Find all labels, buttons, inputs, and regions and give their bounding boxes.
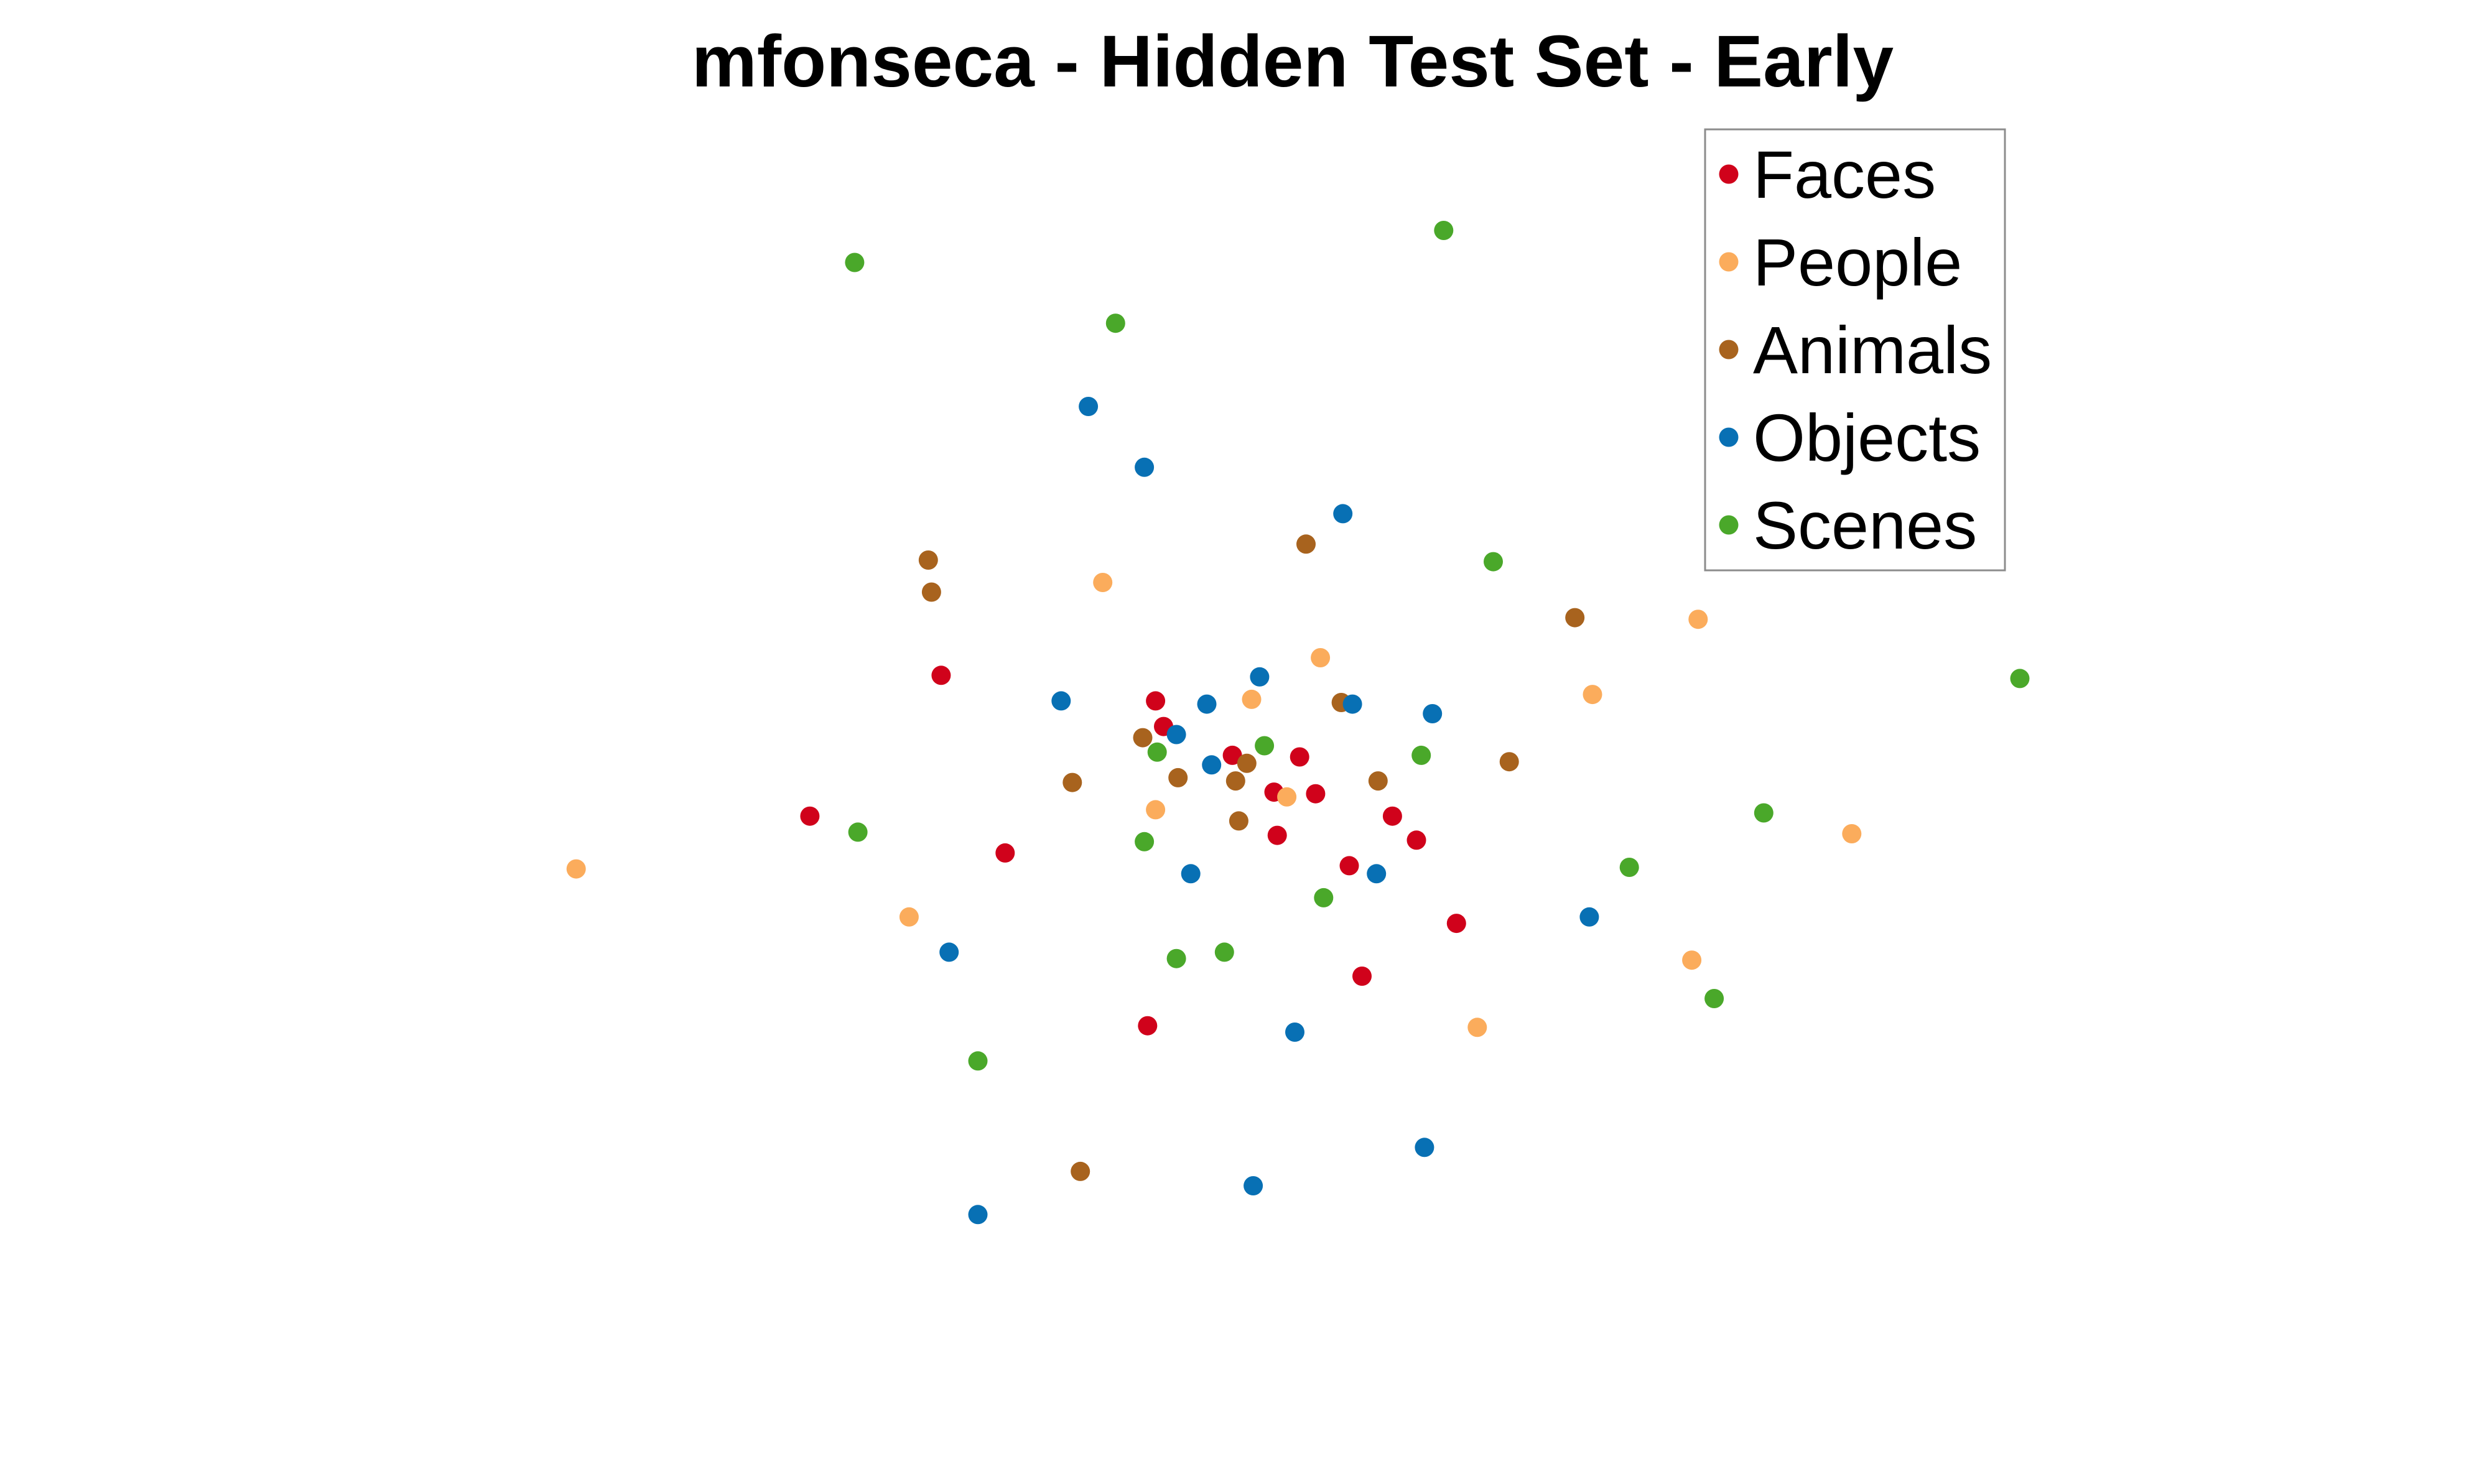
point-faces-4 [1222, 745, 1242, 765]
point-objects-16 [1415, 1138, 1434, 1157]
point-animals-12 [1499, 752, 1519, 772]
point-faces-2 [1146, 691, 1166, 711]
point-animals-6 [1133, 728, 1153, 748]
legend-label-scenes: Scenes [1753, 488, 1977, 563]
legend-marker-objects [1719, 427, 1739, 447]
point-scenes-10 [1135, 832, 1155, 851]
point-objects-2 [1135, 457, 1155, 477]
point-animals-14 [1071, 1161, 1090, 1181]
point-people-11 [1682, 950, 1702, 970]
point-scenes-11 [1754, 803, 1774, 823]
point-scenes-3 [1105, 313, 1125, 333]
point-faces-13 [995, 843, 1015, 863]
legend-marker-people [1719, 252, 1739, 272]
point-people-1 [1093, 573, 1113, 592]
point-objects-5 [1051, 691, 1071, 711]
point-animals-9 [1225, 771, 1245, 791]
legend-label-people: People [1753, 225, 1962, 300]
point-scenes-4 [1484, 552, 1503, 572]
point-objects-8 [1423, 704, 1443, 723]
point-faces-15 [1352, 967, 1372, 986]
point-scenes-6 [1255, 736, 1275, 756]
legend-label-animals: Animals [1753, 312, 1992, 387]
point-objects-4 [1250, 667, 1270, 687]
point-objects-15 [1285, 1023, 1304, 1042]
point-people-6 [1146, 800, 1166, 820]
legend: Faces People Animals Objects Scenes [1704, 128, 2006, 572]
point-animals-3 [1296, 534, 1316, 554]
point-animals-2 [921, 582, 941, 602]
point-faces-16 [1138, 1016, 1158, 1036]
point-objects-11 [1181, 864, 1201, 884]
point-objects-12 [1367, 864, 1387, 884]
legend-box [1704, 128, 2006, 572]
point-people-10 [899, 907, 919, 927]
point-objects-13 [1579, 907, 1599, 927]
point-faces-1 [931, 665, 951, 685]
legend-label-faces: Faces [1753, 137, 1936, 212]
point-people-8 [1842, 824, 1862, 843]
point-faces-8 [1382, 806, 1402, 826]
point-faces-10 [1267, 825, 1287, 845]
point-objects-17 [1244, 1176, 1263, 1195]
point-objects-6 [1197, 694, 1217, 714]
point-scenes-7 [1147, 742, 1167, 762]
point-faces-5 [1290, 747, 1309, 767]
point-scenes-1 [845, 253, 865, 272]
point-objects-14 [939, 942, 959, 962]
legend-marker-faces [1719, 164, 1739, 184]
point-people-9 [566, 859, 586, 879]
point-faces-11 [1339, 856, 1359, 876]
point-objects-10 [1202, 755, 1222, 775]
point-objects-1 [1079, 397, 1099, 416]
point-animals-13 [1229, 811, 1248, 831]
point-scenes-5 [2010, 669, 2030, 689]
point-people-3 [1242, 689, 1262, 709]
chart-title: mfonseca - Hidden Test Set - Early [692, 21, 1894, 103]
point-animals-4 [1565, 608, 1585, 628]
point-objects-9 [1166, 725, 1186, 744]
legend-label-objects: Objects [1753, 400, 1981, 475]
point-animals-1 [918, 550, 938, 570]
point-people-7 [1277, 787, 1297, 807]
point-objects-7 [1342, 694, 1362, 714]
point-scenes-16 [1704, 989, 1724, 1008]
point-animals-7 [1237, 753, 1257, 773]
point-faces-14 [1446, 914, 1466, 934]
point-scenes-17 [968, 1051, 988, 1071]
point-objects-18 [968, 1205, 988, 1225]
point-people-12 [1467, 1018, 1487, 1037]
points-layer [566, 221, 2030, 1225]
point-scenes-14 [1214, 942, 1234, 962]
point-people-5 [1688, 610, 1708, 629]
point-objects-3 [1333, 504, 1353, 524]
point-animals-11 [1368, 771, 1388, 791]
point-animals-8 [1168, 768, 1188, 787]
point-faces-9 [1406, 830, 1426, 850]
legend-marker-animals [1719, 340, 1739, 359]
point-scenes-2 [1434, 221, 1454, 240]
point-animals-10 [1062, 772, 1082, 792]
point-scenes-9 [848, 822, 868, 842]
point-scenes-13 [1314, 888, 1334, 907]
point-scenes-12 [1619, 858, 1639, 877]
point-scenes-15 [1166, 948, 1186, 968]
point-scenes-8 [1411, 745, 1431, 765]
legend-marker-scenes [1719, 515, 1739, 535]
point-faces-12 [800, 806, 820, 826]
point-people-4 [1583, 685, 1602, 705]
point-people-2 [1311, 648, 1331, 667]
point-faces-7 [1306, 784, 1326, 804]
